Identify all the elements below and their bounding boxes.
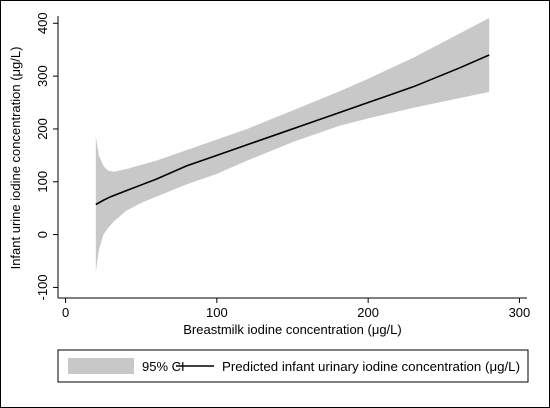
ci-band-area <box>95 18 490 272</box>
y-axis-title: Infant urine iodine concentration (μg/L) <box>8 47 23 270</box>
axes: 0 100 200 300 -100 0 100 200 300 400 Breastmilk io… <box>8 12 530 337</box>
x-tick-label: 300 <box>509 305 531 320</box>
plot-area <box>95 18 490 272</box>
y-tick-label: 400 <box>35 12 50 34</box>
legend-label-ci: 95% CI <box>142 359 185 374</box>
legend-swatch-ci <box>68 358 134 374</box>
y-tick-label: 0 <box>35 231 50 238</box>
x-tick-label: 200 <box>357 305 379 320</box>
legend-label-line: Predicted infant urinary iodine concentr… <box>222 359 520 374</box>
y-tick-label: 200 <box>35 118 50 140</box>
y-tick-label: -100 <box>35 274 50 300</box>
y-tick-label: 100 <box>35 171 50 193</box>
legend: 95% CI Predicted infant urinary iodine co… <box>57 349 529 383</box>
predicted-line <box>95 54 490 206</box>
y-tick-label: 300 <box>35 65 50 87</box>
x-tick-label: 0 <box>62 305 69 320</box>
x-tick-label: 100 <box>206 305 228 320</box>
x-axis-title: Breastmilk iodine concentration (μg/L) <box>183 322 401 337</box>
legend-box <box>57 349 529 383</box>
